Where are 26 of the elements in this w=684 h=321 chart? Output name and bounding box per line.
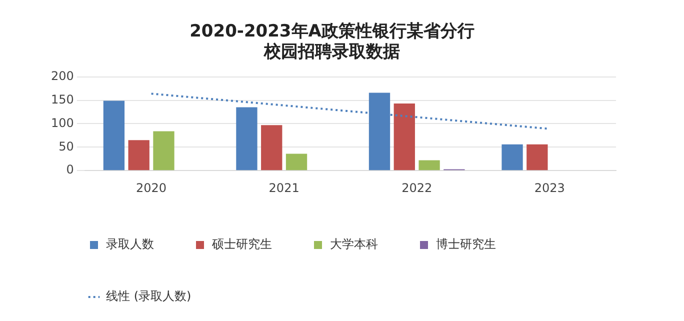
y-tick-label: 50 <box>58 139 74 154</box>
legend-label: 大学本科 <box>330 237 378 252</box>
x-tick-label: 2022 <box>402 180 432 195</box>
legend-label: 硕士研究生 <box>211 237 272 252</box>
legend-label: 录取人数 <box>106 237 154 252</box>
x-tick-label: 2023 <box>534 180 565 195</box>
text: 校园招聘录取数据 <box>264 42 400 62</box>
bar <box>502 144 523 170</box>
text: 2020-2023年A政策性银行某省分行 <box>190 22 474 42</box>
legend-label: 线性 (录取人数) <box>106 289 192 304</box>
bar <box>153 131 174 170</box>
bar <box>394 104 415 170</box>
y-tick-label: 0 <box>66 162 74 177</box>
bar <box>526 144 548 170</box>
bar <box>103 100 125 170</box>
bar <box>418 160 440 170</box>
bar <box>128 140 150 170</box>
y-tick-label: 200 <box>51 68 74 83</box>
x-tick-label: 2020 <box>136 180 167 195</box>
y-tick-label: 150 <box>51 92 74 106</box>
y-tick-label: 100 <box>51 116 74 130</box>
bar <box>261 125 282 170</box>
bar <box>286 154 308 170</box>
x-tick-label: 2021 <box>268 180 300 195</box>
legend-label: 博士研究生 <box>436 237 496 252</box>
bar <box>236 107 258 170</box>
